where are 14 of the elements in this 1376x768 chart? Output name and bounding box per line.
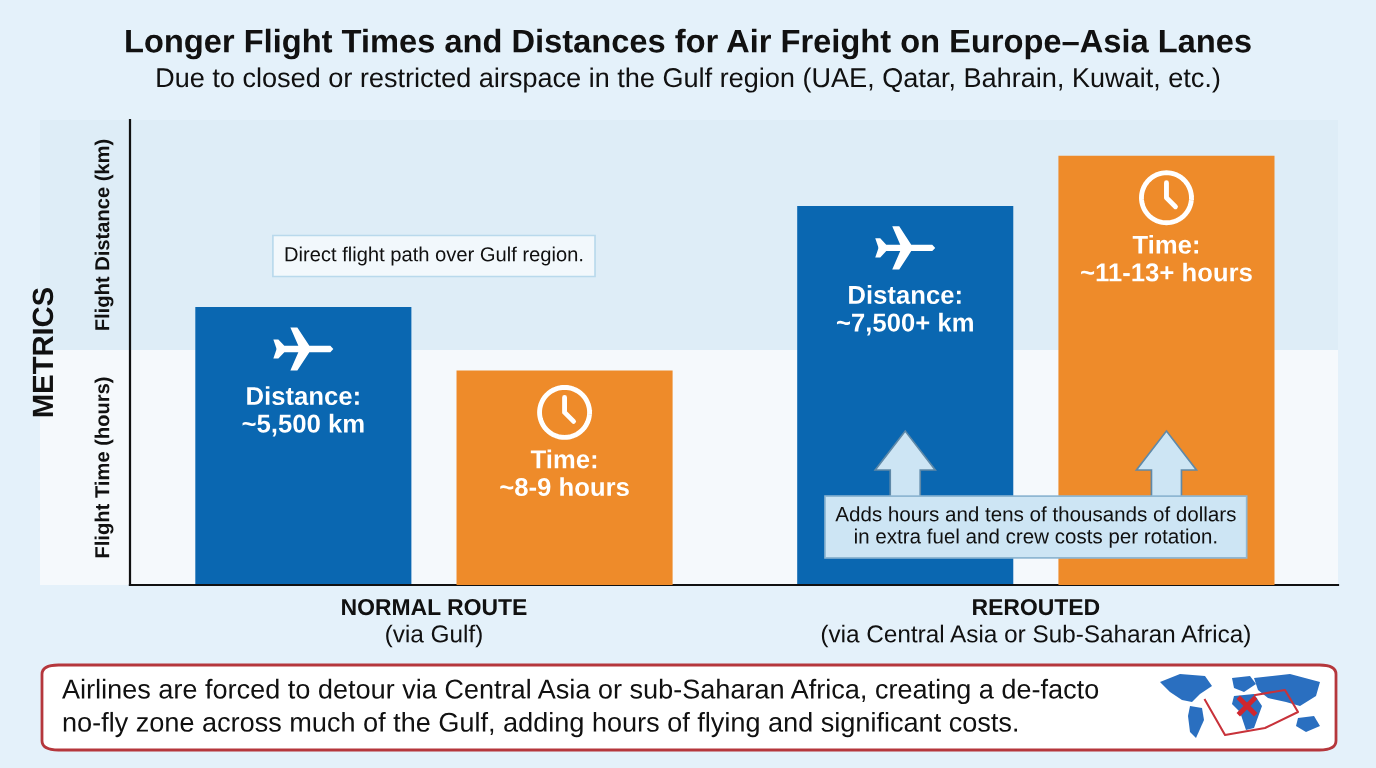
chart-subtitle: Due to closed or restricted airspace in the Gulf region (UAE, Qatar, Bahrain, Kuwait, etc.) bbox=[157, 67, 1220, 93]
band-label: Flight Time (hours) bbox=[94, 377, 114, 558]
x-tick-label: NORMAL ROUTE (via Gulf) bbox=[342, 598, 527, 648]
data-label: Time: ~11-13+ hours bbox=[1081, 234, 1252, 282]
y-axis-title: METRICS bbox=[32, 288, 54, 417]
chart-title: Longer Flight Times and Distances for Air Freight on Europe–Asia Lanes bbox=[126, 28, 1251, 60]
x-tick-label: REROUTED (via Central Asia or Sub-Saharan Africa) bbox=[821, 598, 1250, 648]
band-label: Flight Distance (km) bbox=[94, 139, 114, 330]
data-label: Distance: ~7,500+ km bbox=[836, 285, 973, 336]
annotation: Direct flight path over Gulf region. bbox=[285, 246, 583, 266]
data-label: Time: ~8-9 hours bbox=[500, 449, 629, 497]
annotation: Adds hours and tens of thousands of dollars in extra fuel and crew costs per rotation. bbox=[835, 506, 1236, 548]
data-label: Distance: ~5,500 km bbox=[242, 386, 364, 437]
text: Airlines are forced to detour via Central Asia or sub-Saharan Africa, creating a de-facto no-fly zone across much of the Gulf, adding hours of flying and significant costs. bbox=[62, 678, 1099, 738]
